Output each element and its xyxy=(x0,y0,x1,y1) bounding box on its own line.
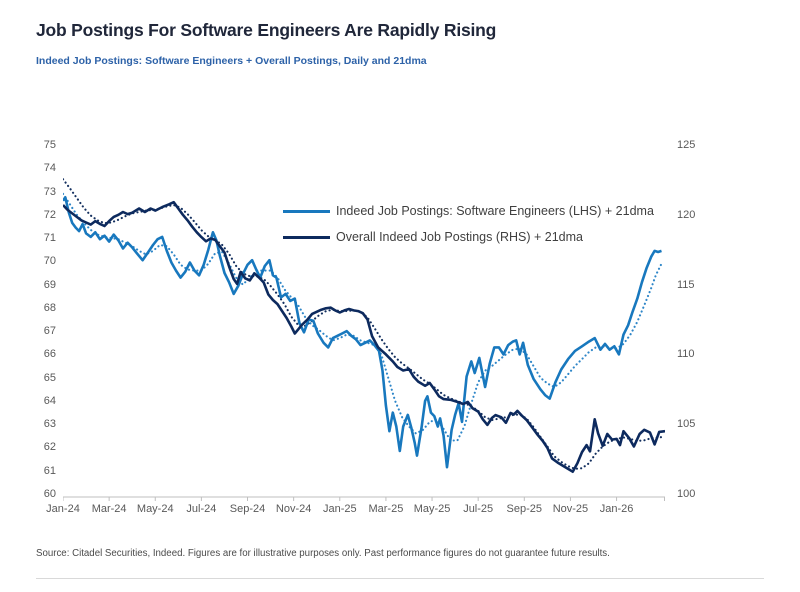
x-axis-tick-label: Mar-24 xyxy=(91,503,127,515)
chart-subtitle: Indeed Job Postings: Software Engineers … xyxy=(36,55,427,67)
x-axis-tick-label: Nov-25 xyxy=(552,503,589,515)
left-axis-tick-label: 60 xyxy=(43,488,56,500)
left-axis-tick-label: 72 xyxy=(43,208,56,221)
right-axis-tick-label: 115 xyxy=(677,278,695,291)
left-axis-tick-label: 70 xyxy=(43,255,56,268)
series-software-engineers-dotted xyxy=(63,192,663,442)
page-title: Job Postings For Software Engineers Are … xyxy=(36,20,497,40)
right-axis-tick-label: 120 xyxy=(677,208,696,221)
legend-label-overall-postings: Overall Indeed Job Postings (RHS) + 21dm… xyxy=(336,230,583,244)
left-axis-tick-label: 66 xyxy=(43,348,56,361)
footer-divider xyxy=(36,578,764,579)
right-axis-tick-label: 125 xyxy=(677,139,696,151)
x-axis-tick-label: Sep-24 xyxy=(229,503,266,515)
left-axis-tick-label: 75 xyxy=(43,139,56,151)
left-axis-tick-label: 74 xyxy=(43,162,56,175)
legend-row-overall-postings: Overall Indeed Job Postings (RHS) + 21dm… xyxy=(283,224,654,250)
series-overall-solid xyxy=(63,200,665,474)
right-axis-tick-label: 100 xyxy=(677,488,696,500)
x-axis-tick-label: Jan-24 xyxy=(46,503,80,515)
line-chart-plot xyxy=(63,178,665,501)
left-axis-tick-label: 62 xyxy=(43,441,56,454)
legend-swatch-blue-line xyxy=(283,209,330,213)
right-axis-tick-label: 110 xyxy=(677,348,695,361)
series-software-engineers-solid xyxy=(63,195,662,469)
series-overall-dotted xyxy=(63,178,665,470)
x-axis-tick-label: Mar-25 xyxy=(368,503,404,515)
x-axis-tick-label: Sep-25 xyxy=(506,503,543,515)
chart-legend: Indeed Job Postings: Software Engineers … xyxy=(283,198,654,250)
legend-swatch-navy-line xyxy=(283,235,330,239)
x-axis-tick-label: Jan-26 xyxy=(599,503,634,515)
legend-row-software-engineers: Indeed Job Postings: Software Engineers … xyxy=(283,198,654,224)
x-axis-tick-label: Jan-25 xyxy=(322,503,357,515)
left-axis-tick-label: 73 xyxy=(43,185,56,198)
x-axis-tick-label: Jul-25 xyxy=(463,503,494,515)
x-axis-tick-label: May-25 xyxy=(413,503,451,515)
left-axis-tick-label: 64 xyxy=(43,394,56,407)
left-axis-tick-label: 71 xyxy=(43,232,56,245)
legend-label-software-engineers: Indeed Job Postings: Software Engineers … xyxy=(336,204,654,218)
right-axis-tick-label: 105 xyxy=(677,418,696,431)
left-axis-tick-label: 63 xyxy=(43,418,56,431)
x-axis-tick-label: Nov-24 xyxy=(275,503,312,515)
left-axis-tick-label: 61 xyxy=(43,464,56,477)
x-axis-tick-label: Jul-24 xyxy=(186,503,217,515)
x-axis-tick-label: May-24 xyxy=(136,503,174,515)
left-axis-tick-label: 65 xyxy=(43,371,56,384)
source-note: Source: Citadel Securities, Indeed. Figu… xyxy=(36,548,610,559)
left-axis-tick-label: 67 xyxy=(43,325,56,338)
left-axis-tick-label: 69 xyxy=(43,278,56,291)
left-axis-tick-label: 68 xyxy=(43,301,56,314)
